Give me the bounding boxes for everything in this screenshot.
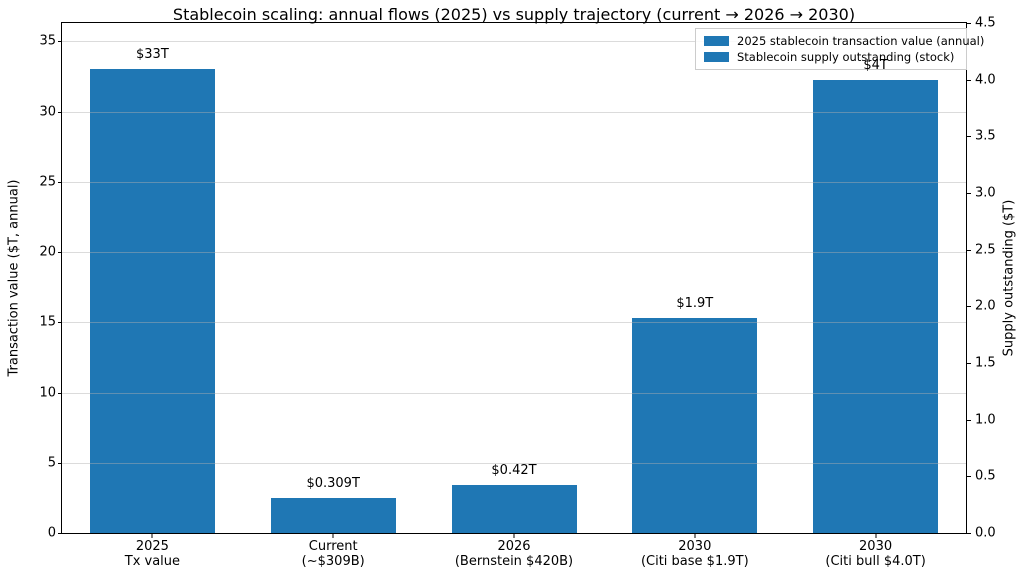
right-axis-tick-mark <box>967 136 971 138</box>
bar <box>89 69 215 533</box>
right-axis-tick-mark <box>967 79 971 81</box>
bar-value-label: $1.9T <box>676 295 714 311</box>
left-axis-title: Transaction value ($T, annual) <box>6 179 22 377</box>
legend-entry-transaction: 2025 stablecoin transaction value (annua… <box>704 34 984 48</box>
plot-area: $33T $0.309T $0.42T $1.9T $4T <box>61 22 967 534</box>
x-axis-tick-mark <box>875 534 877 538</box>
gridline <box>62 111 966 113</box>
x-axis-tick-mark <box>151 534 153 538</box>
chart-title: Stablecoin scaling: annual flows (2025) … <box>172 5 856 24</box>
right-axis-tick-mark <box>967 533 971 534</box>
right-axis-tick-label: 4.5 <box>975 15 996 31</box>
right-axis-tick-label: 0.0 <box>975 525 996 541</box>
right-axis-tick-label: 4.0 <box>975 72 996 88</box>
left-axis-tick-mark <box>58 252 62 253</box>
left-axis-tick-mark <box>58 41 62 43</box>
left-axis-tick-label: 30 <box>39 104 56 119</box>
legend-entry-supply: Stablecoin supply outstanding (stock) <box>704 50 958 64</box>
gridline <box>62 462 966 464</box>
right-axis-tick-label: 3.0 <box>975 185 996 201</box>
bar <box>813 79 939 533</box>
legend-swatch-icon <box>704 52 729 62</box>
left-axis-tick-mark <box>58 462 62 464</box>
x-axis-tick-label: 2030 (Citi base $1.9T) <box>640 539 749 569</box>
left-axis-tick-label: 10 <box>39 385 56 400</box>
left-axis-tick-mark <box>58 111 62 113</box>
left-axis-tick-label: 0 <box>47 525 56 541</box>
x-axis-tick-mark <box>513 534 515 538</box>
bar <box>632 317 758 533</box>
left-axis-tick-mark <box>58 181 62 183</box>
x-axis-tick-label: 2030 (Citi bull $4.0T) <box>825 539 926 569</box>
x-axis-tick-label: Current (~$309B) <box>301 539 365 569</box>
bar-value-label: $4T <box>863 57 888 73</box>
x-axis-tick-label-line: (Citi bull $4.0T) <box>825 553 926 569</box>
right-axis-tick-label: 2.5 <box>975 242 996 258</box>
right-axis-tick-mark <box>967 363 971 364</box>
left-axis-tick-label: 15 <box>39 314 56 330</box>
x-axis-tick-label-line: (Citi base $1.9T) <box>640 553 749 569</box>
bar-value-label: $0.309T <box>306 476 360 491</box>
right-axis-tick-label: 2.0 <box>975 298 996 314</box>
right-axis-tick-mark <box>967 476 971 478</box>
x-axis-tick-label-line: 2030 <box>859 539 893 554</box>
right-axis-tick-label: 0.5 <box>975 468 996 484</box>
x-axis-tick-label-line: 2026 <box>497 539 531 554</box>
right-axis-tick-mark <box>967 306 971 308</box>
bar-value-label: $0.42T <box>491 463 537 479</box>
left-axis-tick-label: 5 <box>47 455 56 471</box>
left-axis-tick-label: 25 <box>39 174 56 190</box>
left-axis-tick-mark <box>58 392 62 394</box>
right-axis-tick-label: 1.5 <box>975 355 996 371</box>
left-axis-tick-label: 20 <box>39 244 56 260</box>
right-axis-tick-mark <box>967 419 971 421</box>
x-axis-tick-label: 2026 (Bernstein $420B) <box>454 539 574 569</box>
x-axis-tick-label-line: (Bernstein $420B) <box>454 553 574 569</box>
left-axis-tick-mark <box>58 322 62 324</box>
x-axis-tick-label-line: 2030 <box>678 539 712 554</box>
right-axis-title: Supply outstanding ($T) <box>1001 199 1017 357</box>
legend-label: Stablecoin supply outstanding (stock) <box>737 50 955 64</box>
right-axis-tick-mark <box>967 249 971 251</box>
gridline <box>62 252 966 253</box>
gridline <box>62 181 966 183</box>
right-axis-tick-mark <box>967 193 971 194</box>
x-axis-tick-label-line: Tx value <box>124 553 181 569</box>
left-axis-tick-mark <box>58 533 62 534</box>
left-axis-tick-label: 35 <box>39 33 56 49</box>
right-axis-tick-label: 1.0 <box>975 412 996 428</box>
legend-label: 2025 stablecoin transaction value (annua… <box>737 34 985 48</box>
x-axis-tick-label-line: Current <box>308 539 358 554</box>
legend-swatch-icon <box>704 36 729 46</box>
gridline <box>62 41 966 43</box>
x-axis-tick-mark <box>694 534 696 538</box>
bar <box>270 498 396 533</box>
legend: 2025 stablecoin transaction value (annua… <box>695 28 984 70</box>
bar <box>451 485 577 533</box>
x-axis-tick-label: 2025 Tx value <box>124 539 181 569</box>
x-axis-tick-mark <box>332 534 334 538</box>
x-axis-tick-label-line: (~$309B) <box>301 553 365 569</box>
right-axis-tick-label: 3.5 <box>975 128 996 144</box>
bar-value-label: $33T <box>136 47 169 63</box>
right-axis-tick-mark <box>967 23 971 24</box>
gridline <box>62 392 966 394</box>
x-axis-tick-label-line: 2025 <box>135 539 169 554</box>
gridline <box>62 322 966 324</box>
